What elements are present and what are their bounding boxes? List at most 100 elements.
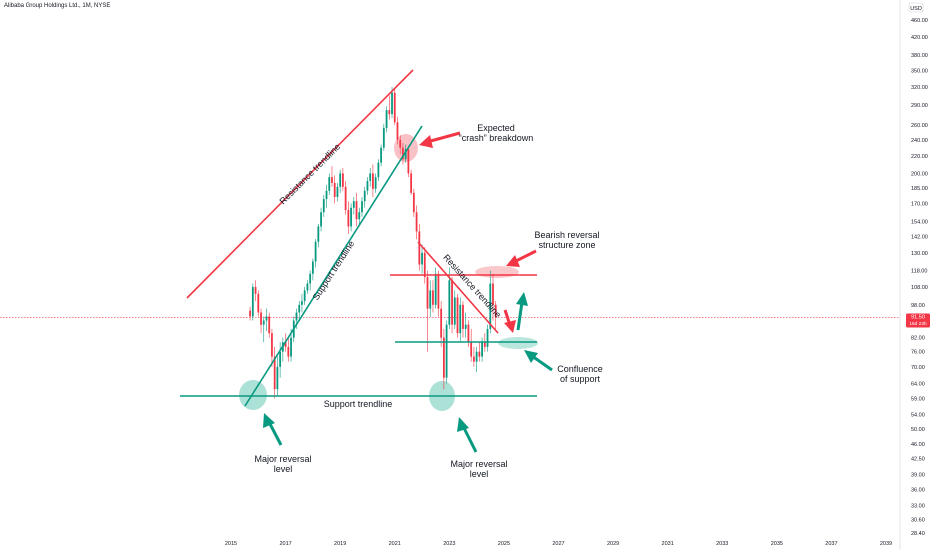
major-left-label-line1: Major reversal bbox=[254, 454, 311, 464]
candle bbox=[298, 301, 301, 321]
candle bbox=[412, 188, 415, 217]
time-tick-label: 2035 bbox=[771, 541, 783, 547]
arrow-up-green-icon bbox=[516, 292, 528, 331]
candle bbox=[328, 173, 331, 195]
candle bbox=[287, 337, 290, 362]
candle bbox=[352, 196, 355, 215]
candle bbox=[456, 293, 459, 338]
candle bbox=[421, 244, 423, 274]
price-tick-label: 54.00 bbox=[911, 413, 925, 419]
candle bbox=[399, 135, 402, 155]
time-tick-label: 2033 bbox=[716, 541, 728, 547]
candle bbox=[377, 159, 380, 181]
time-tick-label: 2037 bbox=[825, 541, 837, 547]
arrow-crash-breakdown-icon bbox=[419, 131, 461, 148]
price-tick-label: 185.00 bbox=[911, 186, 928, 192]
candle bbox=[276, 356, 279, 396]
candle bbox=[459, 297, 462, 343]
candle bbox=[418, 223, 421, 271]
major-mid-label-line2: level bbox=[470, 469, 489, 479]
currency-badge[interactable] bbox=[908, 2, 924, 13]
candle bbox=[249, 306, 252, 321]
price-tick-label: 108.00 bbox=[911, 285, 928, 291]
candle bbox=[393, 88, 396, 126]
candle bbox=[470, 328, 473, 362]
price-tick-label: 50.00 bbox=[911, 427, 925, 433]
candle bbox=[434, 267, 437, 309]
time-tick-label: 2023 bbox=[443, 541, 455, 547]
bearish-label-line2: structure zone bbox=[538, 240, 595, 250]
candle bbox=[336, 182, 339, 202]
candle bbox=[281, 337, 284, 362]
price-tick-label: 220.00 bbox=[911, 154, 928, 160]
candle bbox=[382, 123, 385, 151]
candle bbox=[311, 258, 314, 281]
candle bbox=[301, 293, 303, 313]
price-tick-label: 260.00 bbox=[911, 123, 928, 129]
arrow-major-left-icon bbox=[263, 413, 283, 446]
major-reversal-zone-left bbox=[239, 380, 267, 410]
candle bbox=[322, 194, 325, 217]
candle bbox=[451, 276, 453, 334]
candle bbox=[462, 301, 464, 338]
price-tick-label: 380.00 bbox=[911, 53, 928, 59]
candle bbox=[273, 346, 276, 399]
price-tick-label: 64.00 bbox=[911, 381, 925, 387]
price-tick-label: 46.00 bbox=[911, 442, 925, 448]
arrow-down-red-icon bbox=[503, 309, 516, 333]
bearish-label-line1: Bearish reversal bbox=[534, 230, 599, 240]
resistance-trendline-upper bbox=[186, 69, 414, 299]
price-tick-label: 36.00 bbox=[911, 487, 925, 493]
price-tick-label: 460.00 bbox=[911, 18, 928, 24]
candle bbox=[265, 308, 268, 332]
candle bbox=[494, 301, 497, 329]
chart-header-title: Alibaba Group Holdings Ltd., 1M, NYSE bbox=[4, 3, 111, 9]
candle bbox=[314, 239, 317, 268]
candle bbox=[404, 144, 407, 163]
time-tick-label: 2039 bbox=[880, 541, 892, 547]
candle bbox=[402, 142, 404, 165]
resistance-trendline-label-lower: Resistance trendline bbox=[441, 252, 503, 319]
candle bbox=[251, 283, 254, 321]
candle bbox=[475, 346, 478, 373]
candle bbox=[432, 280, 434, 313]
price-tick-label: 118.00 bbox=[911, 269, 927, 275]
last-price-value: 91.50 bbox=[911, 314, 925, 320]
time-axis: 2015 2017 2019 2021 2023 2025 2027 2029 2031 2033… bbox=[225, 541, 892, 547]
candle bbox=[467, 320, 470, 347]
candle bbox=[464, 312, 467, 338]
candle bbox=[478, 342, 481, 362]
time-tick-label: 2021 bbox=[389, 541, 401, 547]
price-tick-label: 200.00 bbox=[911, 171, 928, 177]
price-tick-label: 154.00 bbox=[911, 220, 928, 226]
candle bbox=[489, 270, 492, 334]
candle bbox=[363, 186, 366, 208]
last-price-countdown: 16d 23h bbox=[909, 321, 927, 327]
candle bbox=[445, 320, 448, 384]
crash-label-line2: “crash” breakdown bbox=[459, 133, 534, 143]
price-tick-label: 320.00 bbox=[911, 85, 928, 91]
candle bbox=[396, 116, 399, 145]
price-tick-label: 420.00 bbox=[911, 35, 928, 41]
price-tick-label: 350.00 bbox=[911, 68, 928, 74]
candle bbox=[361, 196, 363, 217]
candle bbox=[486, 324, 489, 352]
candle bbox=[429, 280, 432, 317]
candle bbox=[369, 167, 372, 187]
price-tick-label: 42.50 bbox=[911, 457, 925, 463]
last-price-tag: 91.50 16d 23h bbox=[906, 313, 930, 328]
candle bbox=[317, 223, 320, 248]
price-tick-label: 290.00 bbox=[911, 103, 928, 109]
candle bbox=[423, 247, 426, 284]
confluence-label-line2: of support bbox=[560, 374, 601, 384]
price-tick-label: 33.00 bbox=[911, 503, 925, 509]
support-trendline-label-horizontal: Support trendline bbox=[324, 399, 393, 409]
candle bbox=[410, 169, 413, 195]
candle bbox=[385, 106, 388, 133]
price-tick-label: 28.40 bbox=[911, 531, 925, 537]
price-tick-label: 59.00 bbox=[911, 396, 925, 402]
candle bbox=[472, 346, 475, 367]
arrow-bearish-zone-icon bbox=[506, 249, 537, 267]
crash-label-line1: Expected bbox=[477, 123, 515, 133]
